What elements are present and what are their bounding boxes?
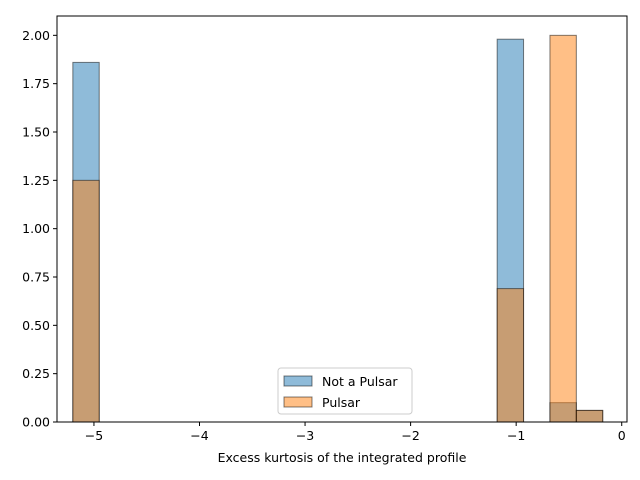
y-axis-ticks: 0.00 0.25 0.50 0.75 1.00 1.25 1.50 1.75 2.00 bbox=[22, 28, 57, 430]
axes-frame bbox=[56, 15, 628, 423]
x-tick-label: −1 bbox=[507, 428, 525, 443]
y-tick-label: 0.00 bbox=[22, 415, 50, 430]
bar-series-1-bin-2 bbox=[549, 34, 577, 423]
y-tick-label: 1.25 bbox=[22, 173, 50, 188]
legend-swatch bbox=[283, 375, 313, 387]
x-tick-label: −4 bbox=[190, 428, 208, 443]
bar-series-1-bin-1 bbox=[496, 288, 525, 423]
bar-series-1-bin-0 bbox=[72, 179, 100, 423]
legend: Not a Pulsar Pulsar bbox=[277, 367, 413, 415]
y-tick-label: 1.75 bbox=[22, 76, 50, 91]
y-tick-label: 2.00 bbox=[22, 28, 50, 43]
legend-label: Not a Pulsar bbox=[322, 374, 398, 389]
y-tick-label: 0.25 bbox=[22, 366, 50, 381]
bar-series-1-bin-3 bbox=[575, 409, 604, 423]
legend-swatch bbox=[283, 396, 313, 408]
bars-layer bbox=[72, 34, 604, 423]
x-tick-label: −5 bbox=[85, 428, 103, 443]
x-tick-label: 0 bbox=[618, 428, 626, 443]
x-tick-label: −3 bbox=[296, 428, 314, 443]
y-tick-label: 0.75 bbox=[22, 270, 50, 285]
x-axis-ticks: −5 −4 −3 −2 −1 0 bbox=[85, 422, 626, 443]
x-tick-label: −2 bbox=[401, 428, 419, 443]
x-axis-label: Excess kurtosis of the integrated profil… bbox=[218, 450, 467, 465]
y-tick-label: 0.50 bbox=[22, 318, 50, 333]
y-tick-label: 1.50 bbox=[22, 125, 50, 140]
y-tick-label: 1.00 bbox=[22, 221, 50, 236]
legend-label: Pulsar bbox=[322, 395, 361, 410]
